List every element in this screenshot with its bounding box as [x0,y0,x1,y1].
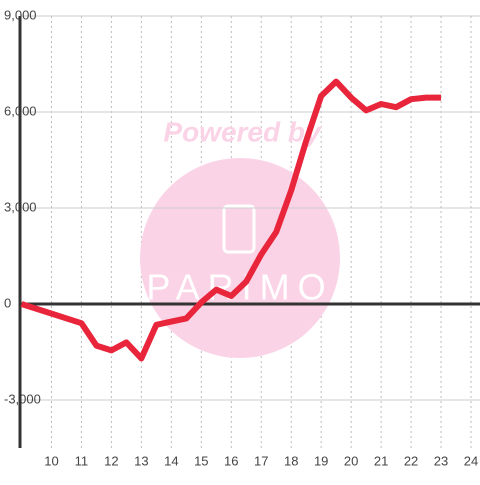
x-tick-label: 23 [434,453,448,468]
x-tick-label: 19 [314,453,328,468]
x-tick-label: 17 [254,453,268,468]
x-tick-label: 12 [104,453,118,468]
x-tick-label: 15 [194,453,208,468]
x-tick-label: 21 [374,453,388,468]
x-tick-label: 10 [44,453,58,468]
x-tick-label: 16 [224,453,238,468]
y-tick-label: -3,000 [4,391,41,406]
x-tick-label: 22 [404,453,418,468]
watermark-logo: PARIMO [146,267,333,308]
x-tick-label: 13 [134,453,148,468]
watermark-circle [140,158,340,358]
y-tick-label: 9,000 [4,7,37,22]
watermark-text: Powered by [163,116,322,147]
x-tick-label: 18 [284,453,298,468]
line [20,78,442,362]
x-tick-label: 14 [164,453,178,468]
watermark-icon [222,204,256,254]
x-tick-label: 20 [344,453,358,468]
x-tick-label: 24 [464,453,478,468]
x-tick-label: 11 [75,453,89,468]
y-tick-label: 0 [4,295,11,310]
